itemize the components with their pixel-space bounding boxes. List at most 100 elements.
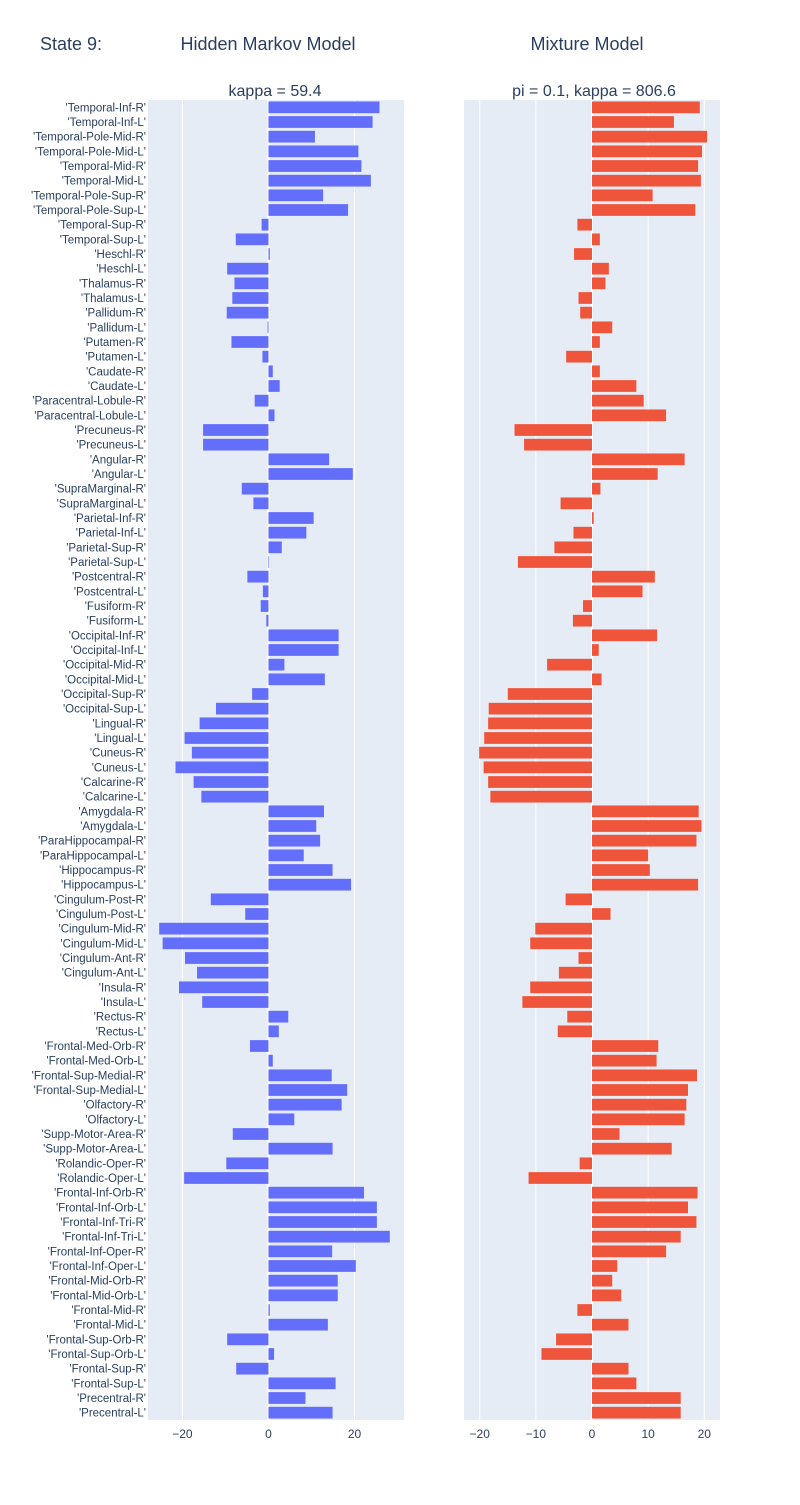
mixture-bar bbox=[547, 658, 592, 671]
state-label: State 9: bbox=[40, 34, 102, 54]
category-tick-label: 'Thalamus-L' bbox=[81, 293, 146, 305]
mixture-bar bbox=[592, 101, 700, 114]
mixture-bar bbox=[579, 1157, 592, 1170]
hmm-bar bbox=[268, 1304, 270, 1316]
category-tick-label: 'ParaHippocampal-L' bbox=[40, 850, 146, 862]
hmm-bar bbox=[262, 585, 269, 598]
mixture-bar bbox=[592, 1362, 629, 1375]
mixture-bar bbox=[479, 746, 592, 759]
hmm-bar bbox=[232, 1128, 269, 1140]
category-tick-label: 'Parietal-Inf-R' bbox=[74, 513, 146, 525]
mixture-bar bbox=[573, 526, 592, 539]
mixture-bar bbox=[592, 1113, 685, 1126]
hmm-bar bbox=[162, 937, 269, 950]
mixture-bar bbox=[556, 1333, 592, 1346]
mixture-bar bbox=[530, 981, 592, 994]
category-tick-label: 'Temporal-Pole-Mid-R' bbox=[33, 132, 146, 144]
category-tick-label: 'Supp-Motor-Area-R' bbox=[41, 1129, 146, 1141]
category-tick-label: 'Frontal-Sup-Orb-R' bbox=[46, 1334, 146, 1346]
category-tick-label: 'Cingulum-Ant-R' bbox=[60, 953, 146, 965]
mixture-bar bbox=[583, 600, 592, 612]
mixture-bar bbox=[488, 702, 592, 715]
mixture-bar bbox=[592, 145, 703, 158]
category-tick-label: 'Caudate-L' bbox=[88, 381, 146, 393]
mixture-bar bbox=[592, 321, 613, 334]
category-tick-label: 'Paracentral-Lobule-L' bbox=[34, 410, 146, 422]
hmm-bar bbox=[236, 1362, 269, 1375]
category-tick-label: 'Postcentral-L' bbox=[74, 586, 146, 598]
hmm-bar bbox=[268, 1392, 306, 1404]
hmm-bar bbox=[268, 805, 324, 818]
mixture-bar bbox=[592, 849, 649, 862]
hmm-bar bbox=[232, 292, 269, 304]
category-tick-label: 'Postcentral-R' bbox=[72, 572, 146, 584]
category-tick-label: 'Frontal-Inf-Orb-R' bbox=[54, 1188, 146, 1200]
category-tick-label: 'Cuneus-L' bbox=[92, 762, 146, 774]
hmm-bar bbox=[261, 218, 269, 231]
category-tick-label: 'Calcarine-R' bbox=[81, 777, 146, 789]
category-tick-label: 'SupraMarginal-L' bbox=[57, 498, 146, 510]
category-tick-label: 'Precentral-R' bbox=[77, 1393, 146, 1405]
hmm-bar bbox=[235, 233, 269, 246]
hmm-bar bbox=[268, 1142, 333, 1155]
mixture-bar bbox=[592, 160, 699, 172]
hmm-bar bbox=[268, 116, 373, 128]
mixture-bar bbox=[592, 453, 685, 466]
mixture-bar bbox=[483, 761, 592, 774]
mixture-bar bbox=[592, 1128, 620, 1140]
category-tick-label: 'Rectus-L' bbox=[96, 1026, 146, 1038]
mixture-bar bbox=[557, 1025, 592, 1038]
category-tick-label: 'Hippocampus-L' bbox=[61, 880, 146, 892]
category-tick-label: 'Rolandic-Oper-R' bbox=[55, 1158, 146, 1170]
mixture-bar bbox=[592, 1040, 659, 1052]
mixture-x-tick-label: −10 bbox=[526, 1427, 547, 1441]
mixture-x-tick-label: 0 bbox=[589, 1427, 596, 1441]
hmm-bar bbox=[268, 526, 307, 539]
category-tick-label: 'Calcarine-L' bbox=[83, 792, 146, 804]
mixture-bar bbox=[592, 1274, 613, 1287]
mixture-bar-panel: −20 −10 0 10 20 bbox=[464, 100, 720, 1441]
hmm-bar bbox=[191, 746, 269, 759]
mixture-bar bbox=[528, 1172, 592, 1184]
mixture-bar bbox=[592, 1142, 672, 1155]
hmm-bar bbox=[245, 908, 269, 920]
mixture-bar bbox=[592, 130, 708, 143]
category-tick-label: 'Frontal-Med-Orb-R' bbox=[44, 1041, 146, 1053]
category-tick-label: 'Pallidum-L' bbox=[87, 322, 146, 334]
category-tick-label: 'Parietal-Sup-R' bbox=[66, 542, 146, 554]
hmm-bar bbox=[175, 761, 269, 774]
hmm-bar bbox=[268, 1186, 364, 1199]
mixture-bar bbox=[566, 350, 592, 363]
mixture-bar bbox=[507, 688, 592, 700]
category-tick-label: 'Putamen-R' bbox=[83, 337, 146, 349]
category-tick-label: 'Frontal-Sup-Medial-L' bbox=[34, 1085, 146, 1097]
hmm-bar bbox=[247, 570, 269, 583]
hmm-bar bbox=[203, 424, 269, 436]
hmm-plot-background bbox=[148, 100, 404, 1420]
category-tick-label: 'Frontal-Med-Orb-L' bbox=[46, 1056, 146, 1068]
mixture-bar bbox=[592, 1069, 697, 1082]
category-tick-label: 'Rectus-R' bbox=[94, 1012, 146, 1024]
category-tick-label: 'Thalamus-R' bbox=[79, 278, 146, 290]
category-tick-label: 'Fusiform-R' bbox=[85, 601, 146, 613]
mixture-bar bbox=[592, 908, 611, 920]
hmm-bar bbox=[268, 673, 325, 686]
category-tick-label: 'Temporal-Inf-R' bbox=[66, 102, 146, 114]
mixture-bar bbox=[572, 614, 592, 627]
hmm-bar bbox=[241, 482, 269, 495]
mixture-bar bbox=[522, 996, 592, 1008]
hmm-bar bbox=[159, 922, 269, 935]
mixture-bar bbox=[592, 1318, 629, 1331]
hmm-bar bbox=[231, 336, 269, 348]
mixture-bar bbox=[592, 409, 667, 422]
mixture-bar bbox=[592, 174, 701, 187]
hmm-bar bbox=[268, 541, 282, 554]
category-tick-label: 'Paracentral-Lobule-R' bbox=[32, 396, 146, 408]
hmm-x-tick-label: 20 bbox=[348, 1427, 362, 1441]
hmm-bar bbox=[268, 189, 324, 202]
mixture-bar bbox=[592, 1245, 667, 1258]
mixture-bar bbox=[578, 952, 592, 964]
mixture-bar bbox=[592, 512, 594, 524]
mixture-bar bbox=[592, 1098, 687, 1111]
